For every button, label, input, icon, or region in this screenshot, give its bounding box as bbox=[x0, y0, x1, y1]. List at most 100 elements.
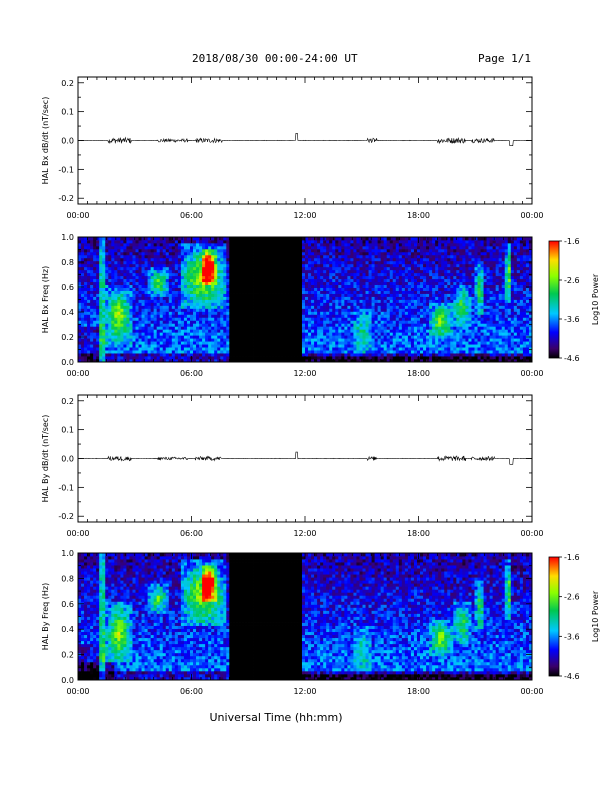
spectrogram-cell bbox=[132, 245, 136, 250]
spectrogram-cell bbox=[244, 356, 248, 360]
spectrogram-cell bbox=[401, 245, 406, 250]
spectrogram-cell bbox=[253, 239, 257, 244]
spectrogram-cell bbox=[114, 287, 118, 291]
spectrogram-cell bbox=[335, 293, 339, 297]
spectrogram-cell bbox=[90, 335, 94, 339]
spectrogram-cell bbox=[165, 237, 170, 241]
spectrogram-cell bbox=[193, 248, 197, 253]
spectrogram-cell bbox=[223, 278, 227, 283]
spectrogram-cell bbox=[223, 254, 227, 259]
spectrogram-cell bbox=[150, 269, 155, 274]
spectrogram-cell bbox=[329, 320, 333, 324]
spectrogram-cell bbox=[141, 332, 145, 336]
spectrogram-cell bbox=[298, 260, 303, 265]
spectrogram-cell bbox=[395, 284, 400, 288]
spectrogram-cell bbox=[311, 338, 315, 342]
spectrogram-cell bbox=[235, 287, 239, 291]
spectrogram-cell bbox=[123, 239, 127, 244]
spectrogram-cell bbox=[193, 314, 197, 318]
spectrogram-cell bbox=[350, 260, 354, 265]
spectrogram-cell bbox=[323, 332, 327, 336]
spectrogram-cell bbox=[271, 308, 276, 312]
spectrogram-cell bbox=[274, 305, 279, 309]
spectrogram-cell bbox=[108, 317, 112, 321]
spectrogram-cell bbox=[292, 338, 297, 342]
spectrogram-cell bbox=[407, 350, 412, 354]
spectrogram-cell bbox=[392, 305, 397, 309]
spectrogram-cell bbox=[153, 308, 158, 312]
spectrogram-cell bbox=[78, 329, 82, 333]
spectrogram-cell bbox=[165, 317, 170, 321]
spectrogram-cell bbox=[87, 326, 91, 330]
spectrogram-cell bbox=[398, 326, 403, 330]
spectrogram-cell bbox=[171, 350, 176, 354]
spectrogram-cell bbox=[280, 326, 285, 330]
spectrogram-cell bbox=[292, 320, 297, 324]
spectrogram-cell bbox=[141, 311, 145, 315]
spectrogram-cell bbox=[368, 350, 372, 354]
spectrogram-cell bbox=[356, 299, 360, 303]
spectrogram-cell bbox=[135, 293, 139, 297]
spectrogram-cell bbox=[298, 239, 303, 244]
spectrogram-cell bbox=[283, 248, 288, 253]
spectrogram-cell bbox=[280, 302, 285, 306]
spectrogram-cell bbox=[199, 263, 203, 268]
spectrogram-cell bbox=[223, 329, 227, 333]
spectrogram-cell bbox=[298, 347, 303, 351]
spectrogram-cell bbox=[168, 260, 173, 265]
spectrogram-cell bbox=[220, 353, 224, 357]
spectrogram-cell bbox=[90, 263, 94, 268]
spectrogram-cell bbox=[389, 308, 394, 312]
spectrogram-cell bbox=[265, 239, 270, 244]
spectrogram-cell bbox=[256, 272, 260, 277]
spectrogram-cell bbox=[371, 254, 376, 259]
spectrogram-cell bbox=[99, 290, 103, 294]
spectrogram-cell bbox=[289, 260, 294, 265]
spectrogram-cell bbox=[247, 302, 251, 306]
spectrogram-cell bbox=[271, 320, 276, 324]
spectrogram-cell bbox=[120, 278, 124, 283]
spectrogram-cell bbox=[404, 347, 409, 351]
spectrogram-cell bbox=[268, 242, 273, 247]
spectrogram-cell bbox=[259, 317, 264, 321]
spectrogram-cell bbox=[183, 308, 188, 312]
spectrogram-cell bbox=[295, 311, 300, 315]
spectrogram-cell bbox=[138, 239, 142, 244]
spectrogram-cell bbox=[208, 353, 212, 357]
spectrogram-cell bbox=[138, 308, 142, 312]
spectrogram-cell bbox=[301, 257, 306, 262]
spectrogram-cell bbox=[153, 326, 158, 330]
spectrogram-cell bbox=[377, 237, 382, 241]
spectrogram-cell bbox=[356, 257, 360, 262]
spectrogram-cell bbox=[286, 278, 291, 283]
spectrogram-cell bbox=[165, 278, 170, 283]
spectrogram-cell bbox=[413, 296, 418, 300]
spectrogram-cell bbox=[108, 290, 112, 294]
spectrogram-cell bbox=[247, 254, 251, 259]
spectrogram-cell bbox=[208, 359, 212, 363]
spectrogram-cell bbox=[232, 293, 236, 297]
spectrogram-cell bbox=[117, 353, 121, 357]
spectrogram-cell bbox=[311, 350, 315, 354]
spectrogram-cell bbox=[298, 329, 303, 333]
spectrogram-cell bbox=[268, 257, 273, 262]
spectrogram-cell bbox=[81, 275, 85, 280]
spectrogram-cell bbox=[232, 257, 236, 262]
spectrogram-cell bbox=[171, 287, 176, 291]
spectrogram-cell bbox=[374, 350, 379, 354]
spectrogram-cell bbox=[344, 278, 348, 283]
spectrogram-cell bbox=[138, 323, 142, 327]
spectrogram-cell bbox=[90, 299, 94, 303]
spectrogram-cell bbox=[311, 254, 315, 259]
spectrogram-cell bbox=[156, 278, 161, 283]
spectrogram-cell bbox=[99, 299, 103, 303]
spectrogram-cell bbox=[202, 272, 206, 277]
spectrogram-cell bbox=[365, 320, 369, 324]
spectrogram-cell bbox=[371, 263, 376, 268]
spectrogram-cell bbox=[365, 332, 369, 336]
spectrogram-cell bbox=[383, 320, 388, 324]
spectrogram-cell bbox=[111, 284, 115, 288]
spectrogram-cell bbox=[120, 344, 124, 348]
spectrogram-cell bbox=[311, 260, 315, 265]
spectrogram-cell bbox=[114, 239, 118, 244]
